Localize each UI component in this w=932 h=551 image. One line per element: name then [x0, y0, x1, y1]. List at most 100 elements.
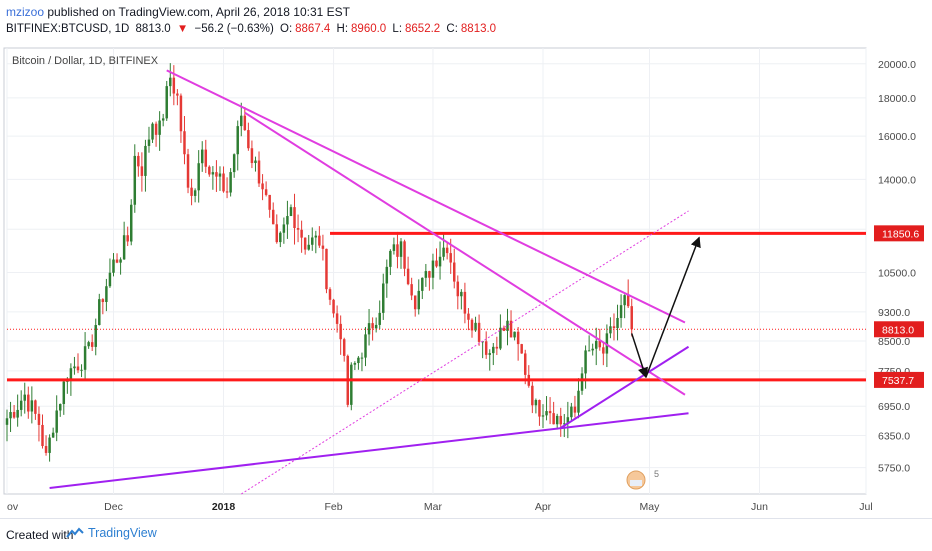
candlestick-chart[interactable]: Bitcoin / Dollar, 1D, BITFINEX 20000.0 18…	[0, 44, 932, 516]
low-value: 8652.2	[405, 23, 441, 35]
x-tick-label: Apr	[535, 501, 552, 513]
x-tick-label: ov	[7, 501, 19, 513]
candle-body	[552, 413, 555, 425]
candle-body	[385, 266, 389, 284]
candle-body	[417, 290, 420, 310]
candle-body	[275, 224, 279, 243]
candle-body	[442, 247, 445, 257]
candle-body	[261, 183, 264, 190]
candle-body	[229, 172, 232, 193]
candle-body	[296, 228, 300, 230]
candle-body	[59, 404, 62, 411]
candle-body	[325, 248, 328, 290]
candle-body	[94, 325, 97, 347]
y-tick-label: 8500.0	[878, 336, 910, 348]
candle-body	[169, 77, 172, 87]
candle-body	[513, 331, 516, 338]
candle-body	[545, 411, 548, 416]
news-icon[interactable]: 5	[626, 469, 659, 490]
candle-body	[481, 341, 484, 343]
y-tick-label: 14000.0	[878, 174, 916, 186]
svg-text:5: 5	[654, 469, 659, 479]
y-tick-label: 6950.0	[878, 401, 910, 413]
candle-body	[190, 187, 193, 196]
y-axis: 20000.018000.016000.014000.012000.010500…	[878, 59, 916, 475]
candle-body	[293, 207, 296, 229]
high-label: H:	[336, 23, 349, 35]
candle-body	[193, 190, 197, 196]
x-tick-label: Jun	[751, 501, 768, 513]
price-tag	[874, 321, 924, 338]
candle-body	[300, 229, 303, 238]
candle-body	[488, 353, 491, 355]
chart-header: mzizoo published on TradingView.com, Apr…	[0, 0, 932, 40]
candle-body	[502, 327, 506, 331]
candle-body	[232, 154, 236, 173]
y-tick-label: 16000.0	[878, 131, 916, 143]
candle-body	[268, 194, 271, 210]
candle-body	[27, 394, 30, 412]
candle-body	[314, 235, 318, 238]
plot-area	[3, 47, 867, 495]
candle-body	[208, 166, 211, 175]
candle-body	[225, 191, 229, 193]
candle-body	[421, 277, 424, 291]
candle-body	[112, 259, 115, 273]
symbol-label: BITFINEX:BTCUSD, 1D	[6, 23, 130, 35]
candle-body	[357, 357, 360, 364]
candle-body	[218, 173, 222, 177]
candle-body	[424, 271, 428, 278]
candle-body	[222, 173, 225, 192]
candle-body	[374, 324, 378, 329]
y-tick-label: 9300.0	[878, 307, 910, 319]
last-price: 8813.0	[135, 23, 171, 35]
candle-body	[474, 322, 477, 331]
candle-body	[460, 291, 463, 297]
candle-body	[499, 327, 502, 349]
candle-body	[495, 346, 499, 349]
candle-body	[23, 394, 26, 401]
candle-body	[570, 406, 573, 418]
candle-body	[449, 253, 452, 263]
candle-body	[34, 400, 37, 414]
candle-body	[580, 373, 584, 391]
candle-body	[30, 400, 34, 412]
candle-body	[62, 381, 66, 405]
candle-body	[626, 295, 630, 307]
candle-body	[587, 350, 591, 352]
close-label: C:	[446, 23, 458, 35]
candle-body	[584, 350, 587, 374]
open-value: 8867.4	[295, 23, 331, 35]
candle-body	[215, 172, 218, 177]
candle-body	[12, 412, 16, 418]
candle-body	[264, 189, 268, 195]
candle-body	[5, 418, 9, 425]
candle-body	[364, 334, 367, 358]
candle-body	[431, 260, 435, 278]
candle-body	[172, 77, 176, 94]
y-tick-label: 10500.0	[878, 268, 916, 280]
candle-body	[250, 148, 254, 164]
trendline-drawing	[166, 69, 686, 324]
candle-body	[90, 342, 94, 347]
candle-body	[399, 241, 403, 257]
y-tick-label: 18000.0	[878, 93, 916, 105]
candle-body	[211, 172, 215, 175]
candle-body	[200, 149, 204, 164]
candle-body	[630, 306, 633, 330]
candle-body	[616, 317, 619, 329]
tradingview-link[interactable]: TradingView	[66, 526, 157, 540]
candle-body	[523, 353, 527, 375]
candle-body	[321, 245, 325, 249]
candle-body	[16, 409, 19, 418]
price-tags: 11850.6 7537.7 8813.0	[874, 225, 924, 388]
candle-body	[311, 237, 314, 245]
candle-body	[410, 284, 413, 296]
candle-body	[282, 224, 286, 233]
candle-body	[101, 299, 105, 303]
created-with-label: Created with	[6, 528, 74, 542]
candle-body	[339, 323, 342, 340]
author-link[interactable]: mzizoo	[6, 5, 45, 19]
candle-body	[318, 235, 321, 246]
candle-body	[186, 154, 190, 188]
